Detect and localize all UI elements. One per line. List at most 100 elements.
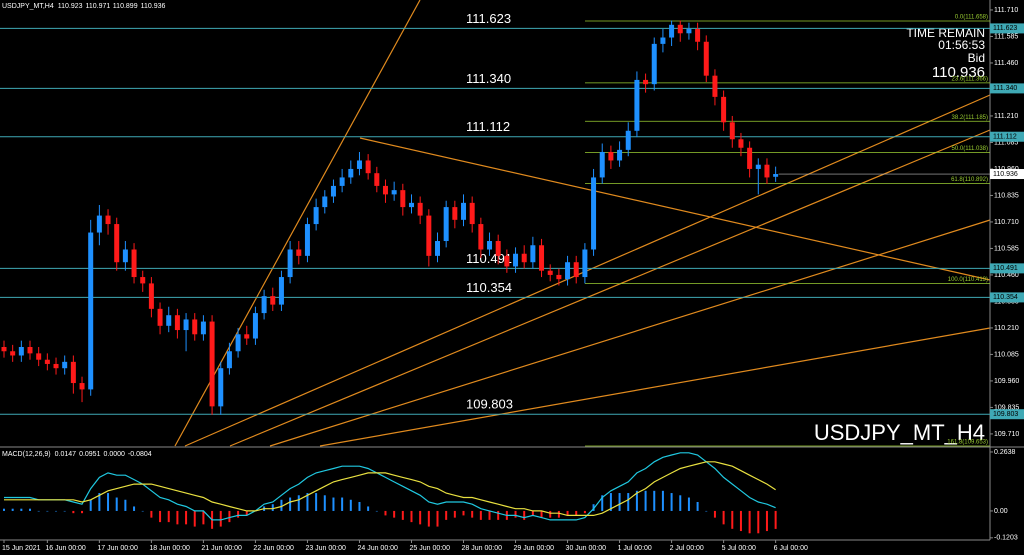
histogram-bar [774,510,777,529]
y-tick-label: 109.835 [994,404,1019,411]
candle-body [747,147,753,169]
histogram-bar [237,510,240,518]
histogram-bar [124,499,127,511]
candle-body [677,24,683,34]
histogram-bar [557,510,560,518]
level-label: 111.623 [466,11,511,26]
histogram-bar [219,510,222,527]
fibo-label: 161.8(109.653) [947,440,988,446]
histogram-bar [55,510,58,512]
y-tick-label: 109.960 [994,378,1019,385]
time-label: TIME REMAIN [906,26,985,40]
level-label: 111.340 [466,71,511,86]
y-tick-label: 111.210 [994,113,1018,120]
fibo-label: 50.0(111.038) [952,146,988,152]
candle-body [582,249,588,278]
current-price-tag [990,169,1024,180]
histogram-bar [427,510,430,527]
histogram-bar [81,510,84,514]
x-tick-label: 6 Jul 00:00 [774,545,808,552]
candle-body [547,270,553,275]
trendline [184,94,991,447]
histogram-bar [193,510,196,527]
candle-body [131,249,137,278]
candle-body [105,215,111,225]
histogram-bar [575,510,578,516]
histogram-bar [306,493,309,511]
histogram-bar [271,504,274,511]
candle-body [348,168,354,178]
level-tag-label: 111.112 [993,134,1017,141]
histogram-bar [601,495,604,511]
candle-body [53,363,59,369]
histogram-bar [11,508,14,511]
candle-body [443,207,449,242]
x-tick-label: 24 Jun 00:00 [357,545,398,552]
x-tick-label: 22 Jun 00:00 [253,545,294,552]
trendline [359,137,991,281]
histogram-bar [115,497,118,511]
histogram-bar [297,495,300,511]
histogram-bar [393,510,396,518]
level-tag [990,409,1024,420]
histogram-value: -0.0804 [128,451,152,458]
high: 110.971 [86,3,111,10]
level-tag-label: 111.623 [993,25,1017,32]
level-tag [990,263,1024,274]
histogram-bar [531,510,534,516]
candle-body [764,164,770,178]
fibo-label: 61.8(110.892) [951,177,988,183]
candle-body [183,319,189,331]
candle-body [773,174,779,177]
bid-label: Bid [968,51,985,65]
trendlines [174,0,991,447]
candle-body [1,347,7,352]
candle-body [435,241,440,256]
histogram-bar [644,490,647,511]
indicator-tick-label: 0.00 [994,508,1008,515]
x-tick-label: 5 Jul 00:00 [722,545,756,552]
fibo-label: 100.0(110.419) [948,277,988,283]
candle-body [174,315,180,331]
histogram-bar [679,495,682,511]
histogram-bar [167,510,170,523]
histogram-bar [696,501,699,511]
histogram-bar [202,510,205,525]
fibo-label: 23.6(111.366) [952,76,988,82]
histogram-bar [315,493,318,511]
candle-body [339,177,345,186]
histogram-bar [592,504,595,511]
candle-body [374,173,380,186]
candle-body [88,232,94,390]
histogram-bar [367,506,370,511]
x-tick-label: 29 Jun 00:00 [514,545,555,552]
candle-body [738,139,744,148]
candle-body [712,75,718,97]
candle-body [755,164,761,169]
histogram-bar [609,493,612,511]
candle-body [565,262,571,280]
candle-body [608,151,614,161]
x-tick-label: 17 Jun 00:00 [97,545,138,552]
candle-body [330,185,336,197]
histogram-bar [635,490,638,511]
level-label: 109.803 [466,397,513,412]
candle-body [669,24,675,38]
histogram-bar [46,510,49,512]
histogram-bar [661,490,664,511]
y-tick-label: 110.460 [994,272,1019,279]
candle-body [252,313,258,339]
candle-body [278,277,284,305]
level-tag-label: 110.354 [993,294,1018,301]
indicator-name: MACD(12,26,9) [2,451,51,458]
main-line [4,452,776,521]
histogram-bar [739,510,742,532]
candle-body [304,224,310,256]
candle-body [617,149,623,161]
histogram-bar [72,510,75,514]
histogram-bar [419,510,422,525]
level-tag [990,23,1024,34]
candle-body [478,224,484,250]
